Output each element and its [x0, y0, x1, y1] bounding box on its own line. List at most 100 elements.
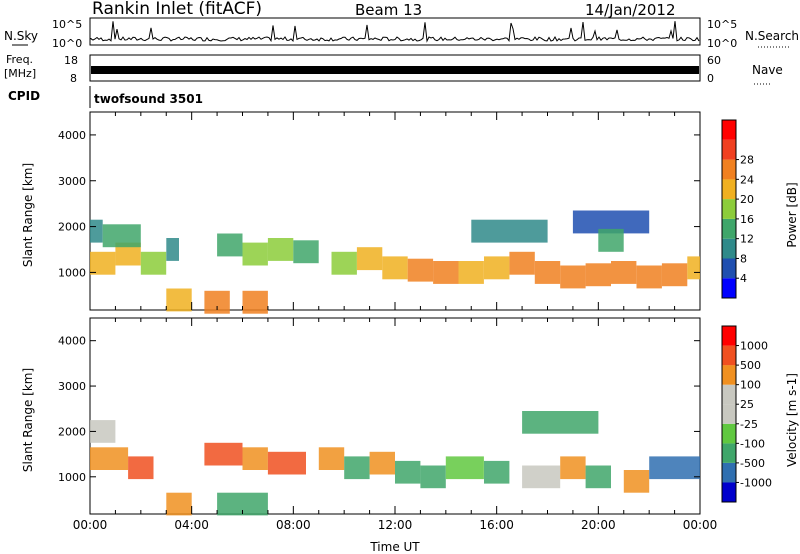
freq-tick-top: 18 [64, 54, 78, 67]
heatmap-cell [90, 447, 129, 470]
heatmap-cell [382, 256, 408, 280]
heatmap-cell [166, 288, 192, 312]
heatmap-cell [395, 460, 421, 484]
heatmap-cell [471, 219, 548, 243]
y-tick-label: 3000 [58, 380, 86, 393]
colorbar-segment [722, 139, 736, 160]
colorbar-tick-label: 100 [740, 379, 761, 392]
colorbar-tick-label: -500 [740, 457, 765, 470]
nsky-frame [89, 17, 701, 46]
velocity-panel: 1000 2000 3000 4000 00:00 04:00 08:00 12:00 16:… [21, 317, 799, 554]
heatmap-cell [267, 238, 294, 261]
colorbar-tick-label: 24 [740, 173, 754, 186]
velocity-yticks: 1000 2000 3000 4000 [58, 335, 700, 484]
colorbar-tick-label: 500 [740, 359, 761, 372]
heatmap-cell [598, 228, 624, 252]
x-tick-label: 04:00 [174, 518, 209, 532]
colorbar-tick-label: 16 [740, 213, 754, 226]
cpid-value: twofsound 3501 [94, 92, 203, 106]
colorbar-segment [722, 159, 736, 180]
x-tick-label: 12:00 [378, 518, 413, 532]
colorbar-segment [722, 462, 736, 483]
freq-trace [91, 66, 699, 74]
nave-tick-bottom: 0 [707, 72, 714, 85]
date-title: 14/Jan/2012 [585, 1, 676, 19]
heatmap-cell [242, 447, 268, 470]
colorbar-segment [722, 365, 736, 385]
x-axis-label: Time UT [369, 540, 420, 554]
power-panel: 1000 2000 3000 4000 Slant Range [km] 4 8 12 16… [21, 111, 799, 314]
colorbar-tick-label: 1000 [740, 340, 768, 353]
heatmap-cell [293, 240, 319, 264]
y-tick-label: 4000 [58, 335, 86, 348]
x-tick-label: 16:00 [479, 518, 514, 532]
power-cells [90, 210, 700, 314]
power-ylabel: Slant Range [km] [21, 163, 35, 267]
heatmap-cell [522, 465, 561, 489]
colorbar-tick-label: 25 [740, 398, 754, 411]
heatmap-cell [522, 411, 599, 434]
heatmap-cell [560, 456, 586, 480]
heatmap-cell [140, 251, 167, 275]
heatmap-cell [204, 442, 243, 466]
heatmap-cell [217, 492, 268, 516]
heatmap-cell [560, 265, 586, 289]
power-colorbar-label: Power [dB] [785, 182, 799, 247]
heatmap-cell [331, 251, 357, 275]
colorbar-tick-label: 12 [740, 233, 754, 246]
heatmap-cell [572, 210, 650, 234]
nsearch-tick-top: 10^5 [707, 18, 737, 31]
heatmap-cell [611, 261, 637, 284]
x-tick-label: 20:00 [581, 518, 616, 532]
heatmap-cell [420, 465, 446, 489]
heatmap-cell [90, 420, 116, 443]
heatmap-cell [407, 258, 434, 282]
colorbar-tick-label: 20 [740, 193, 754, 206]
colorbar-frame [721, 325, 737, 503]
colorbar-segment [722, 384, 736, 405]
heatmap-cell [90, 219, 103, 243]
heatmap-cell [115, 242, 141, 266]
heatmap-cell [267, 451, 306, 475]
nsky-tick-bottom: 10^0 [52, 37, 82, 50]
nsky-tick-top: 10^5 [52, 18, 82, 31]
heatmap-cell [623, 470, 650, 493]
colorbar-segment [722, 443, 736, 463]
y-tick-label: 4000 [58, 129, 86, 142]
colorbar-tick-label: 8 [740, 252, 747, 265]
colorbar-segment [722, 482, 736, 502]
heatmap-cell [458, 261, 484, 284]
freq-tick-bottom: 8 [70, 72, 77, 85]
nsearch-tick-bottom: 10^0 [707, 37, 737, 50]
colorbar-segment [722, 120, 736, 140]
heatmap-cell [585, 465, 611, 489]
colorbar-segment [722, 179, 736, 200]
freq-panel: Freq. [MHz] 18 8 60 0 Nave [4, 53, 783, 85]
nsearch-label: N.Search [745, 29, 799, 43]
x-tick-label: 08:00 [276, 518, 311, 532]
heatmap-cell [242, 242, 268, 266]
velocity-xticks: 00:00 04:00 08:00 12:00 16:00 20:00 00:00 [73, 318, 718, 532]
station-title: Rankin Inlet (fitACF) [92, 0, 262, 19]
heatmap-cell [102, 224, 141, 248]
colorbar-tick-label: 4 [740, 272, 747, 285]
x-tick-label: 00:00 [683, 518, 718, 532]
colorbar-segment [722, 218, 736, 239]
heatmap-cell [484, 460, 510, 484]
heatmap-cell [242, 290, 268, 314]
colorbar-segment [722, 238, 736, 259]
heatmap-cell [433, 261, 459, 284]
heatmap-cell [344, 456, 370, 480]
heatmap-cell [687, 256, 700, 280]
heatmap-cell [369, 451, 395, 475]
y-tick-label: 1000 [58, 471, 86, 484]
heatmap-cell [484, 256, 510, 280]
colorbar-segment [722, 278, 736, 298]
colorbar-tick-label: -25 [740, 418, 758, 431]
velocity-ylabel: Slant Range [km] [21, 368, 35, 472]
velocity-cells [90, 411, 700, 516]
nsky-panel: N.Sky 10^5 10^0 10^5 10^0 N.Search [4, 17, 799, 50]
heatmap-cell [445, 456, 484, 480]
x-tick-label: 00:00 [73, 518, 108, 532]
